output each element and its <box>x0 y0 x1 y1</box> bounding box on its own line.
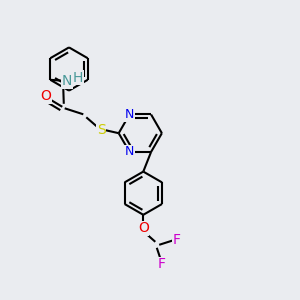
Text: H: H <box>73 71 83 85</box>
Text: S: S <box>97 123 106 137</box>
Text: N: N <box>125 146 134 158</box>
Text: N: N <box>125 108 134 121</box>
Text: O: O <box>40 89 51 103</box>
Text: N: N <box>61 74 72 88</box>
Text: O: O <box>138 221 149 235</box>
Text: F: F <box>157 257 165 271</box>
Text: F: F <box>172 233 180 247</box>
